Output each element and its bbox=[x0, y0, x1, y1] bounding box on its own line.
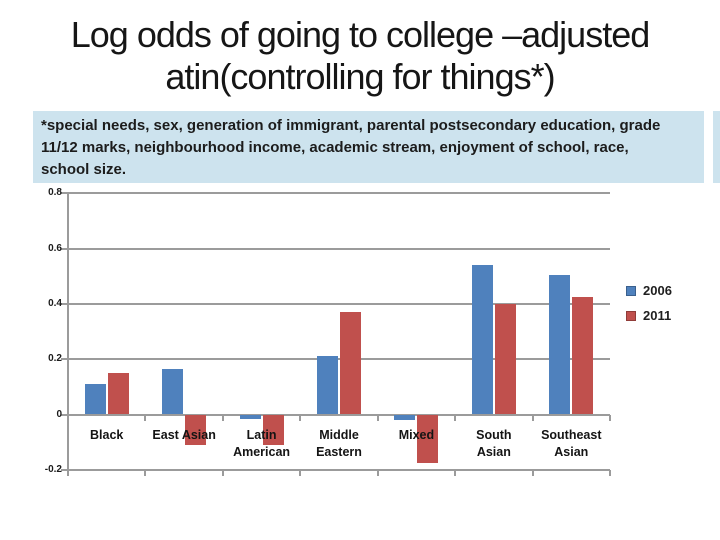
category-label: Latin American bbox=[217, 427, 307, 461]
category-label: Southeast Asian bbox=[526, 427, 616, 461]
bar-2011-middle-eastern bbox=[340, 312, 361, 415]
legend-entry-2011: 2011 bbox=[626, 309, 671, 322]
category-label-line: Asian bbox=[554, 445, 589, 459]
gridline bbox=[68, 358, 610, 361]
y-axis-tick bbox=[61, 358, 68, 361]
footnote-line: school size. bbox=[41, 161, 127, 178]
gridline bbox=[68, 247, 610, 250]
bar-2011-east-asian bbox=[185, 414, 207, 445]
y-axis-tick-label: 0.6 bbox=[48, 242, 62, 254]
legend-label: 2011 bbox=[643, 308, 672, 323]
legend-entry-2006: 2006 bbox=[626, 284, 672, 297]
y-axis-tick-label: 0.8 bbox=[48, 187, 62, 199]
x-axis-tick bbox=[376, 414, 379, 421]
x-axis-tick bbox=[299, 414, 302, 421]
gridline bbox=[68, 192, 610, 195]
category-label: Mixed bbox=[371, 427, 461, 444]
slide-title-line1: Log odds of going to college –adjusted bbox=[70, 14, 650, 55]
category-label: Middle Eastern bbox=[294, 427, 384, 461]
y-axis-line bbox=[67, 192, 69, 471]
y-axis-tick bbox=[61, 302, 68, 305]
category-label-line: South bbox=[476, 428, 512, 442]
bar-2011-mixed bbox=[417, 414, 439, 463]
x-axis-tick bbox=[376, 469, 379, 476]
bar-2011-black bbox=[107, 373, 129, 415]
y-axis-tick-label: 0.4 bbox=[48, 297, 62, 309]
category-label: Black bbox=[62, 427, 152, 444]
bar-2006-east-asian bbox=[162, 368, 184, 415]
bar-2006-black bbox=[84, 384, 106, 415]
bar-2006-mixed bbox=[394, 414, 416, 421]
category-label-line: East Asian bbox=[152, 428, 216, 442]
category-label-line: Southeast bbox=[541, 428, 602, 442]
x-axis-tick bbox=[221, 469, 224, 476]
slide-title: Log odds of going to college –adjusted a… bbox=[70, 14, 650, 97]
footnote-line: 11/12 marks, neighbourhood income, acade… bbox=[41, 139, 629, 156]
footnote-line: *special needs, sex, generation of immig… bbox=[41, 117, 661, 134]
x-axis-tick bbox=[67, 469, 69, 476]
y-axis-tick bbox=[61, 192, 68, 195]
y-axis-tick bbox=[61, 468, 68, 471]
category-label-line: Latin bbox=[246, 428, 277, 442]
category-label-line: Eastern bbox=[316, 445, 362, 459]
y-axis-tick-label: 0.2 bbox=[48, 353, 62, 365]
x-axis-tick bbox=[531, 469, 534, 476]
x-axis-tick bbox=[144, 469, 147, 476]
x-axis-tick bbox=[144, 414, 147, 421]
bar-2006-southeast-asian bbox=[549, 274, 571, 415]
x-axis-tick bbox=[67, 414, 69, 421]
x-axis-tick bbox=[299, 469, 302, 476]
x-axis-tick bbox=[609, 469, 611, 476]
y-axis-tick-label: -0.2 bbox=[44, 463, 62, 475]
bar-2011-latin-american bbox=[262, 414, 284, 445]
bar-2011-south-asian bbox=[494, 303, 516, 415]
x-axis-tick bbox=[454, 414, 457, 421]
x-axis-tick bbox=[454, 469, 457, 476]
footnote-box: *special needs, sex, generation of immig… bbox=[33, 111, 704, 183]
category-label-line: American bbox=[233, 445, 291, 459]
bar-2006-latin-american bbox=[239, 414, 261, 419]
x-axis-tick bbox=[221, 414, 224, 421]
y-axis-tick-label: 0 bbox=[56, 408, 62, 420]
bar-2006-middle-eastern bbox=[317, 356, 338, 415]
x-axis-tick bbox=[531, 414, 534, 421]
category-label-line: Black bbox=[90, 428, 124, 442]
category-label-line: Middle bbox=[319, 428, 359, 442]
category-label-line: Mixed bbox=[398, 428, 435, 442]
y-axis-tick bbox=[61, 247, 68, 250]
gridline bbox=[68, 468, 610, 471]
footnote-box-fragment bbox=[713, 111, 720, 183]
legend-swatch-icon bbox=[626, 310, 636, 321]
category-label-line: Asian bbox=[476, 445, 511, 459]
bar-2006-south-asian bbox=[471, 265, 493, 415]
gridline bbox=[68, 302, 610, 305]
x-axis-tick bbox=[609, 414, 611, 421]
category-label: East Asian bbox=[139, 427, 229, 444]
legend-swatch-icon bbox=[626, 285, 636, 296]
gridline bbox=[68, 413, 610, 416]
y-axis-tick bbox=[61, 413, 68, 416]
legend-label: 2006 bbox=[643, 283, 672, 298]
bar-2011-southeast-asian bbox=[572, 296, 594, 415]
category-label: South Asian bbox=[449, 427, 539, 461]
slide-title-line2: (controlling for things*) bbox=[219, 56, 555, 97]
